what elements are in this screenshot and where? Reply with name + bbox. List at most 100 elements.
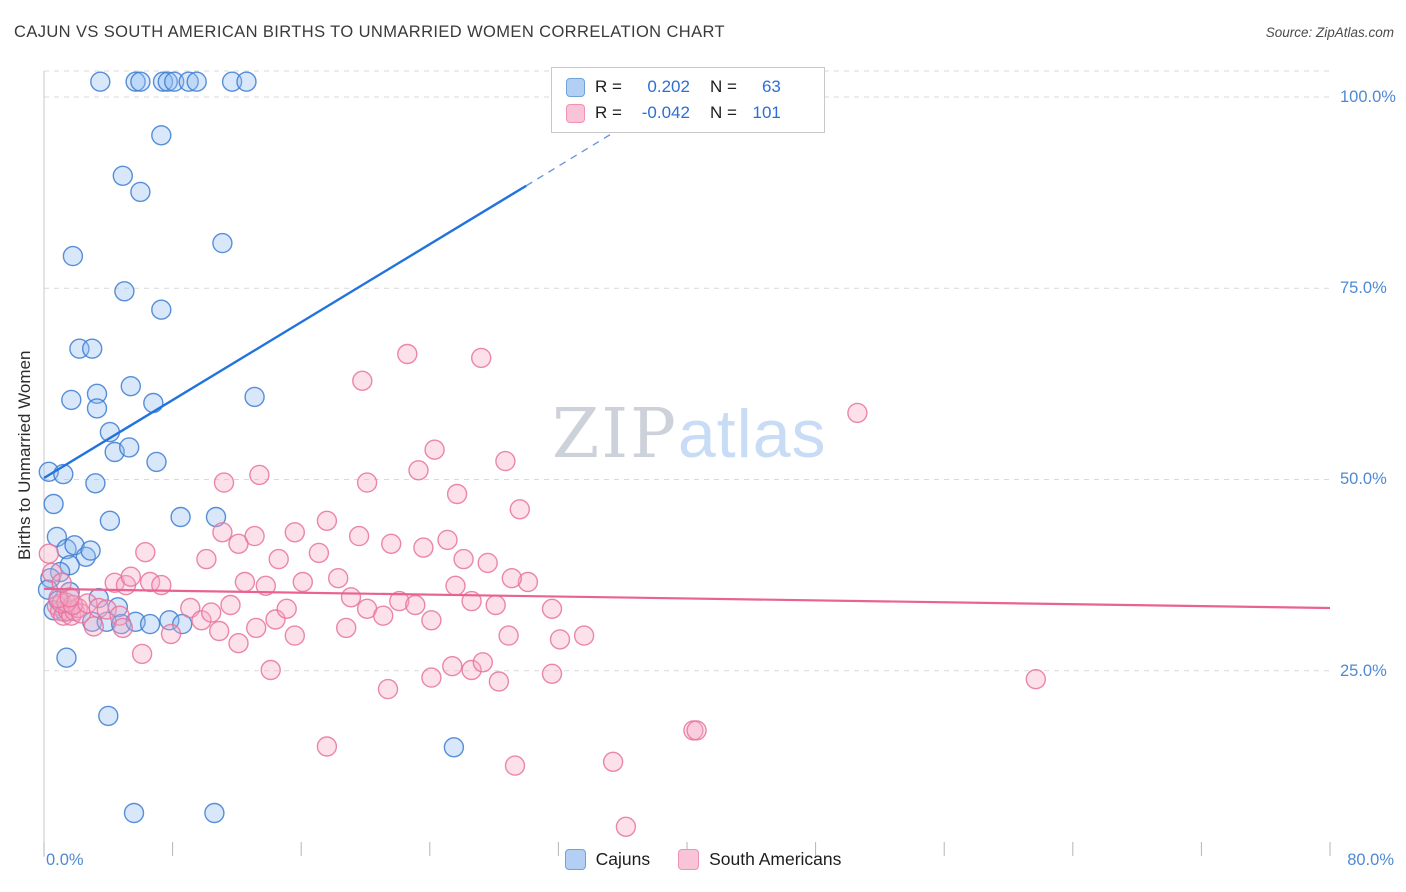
scatter-point — [77, 593, 98, 614]
scatter-point — [90, 71, 111, 92]
chart-title: CAJUN VS SOUTH AMERICAN BIRTHS TO UNMARR… — [14, 23, 726, 41]
scatter-point — [43, 493, 64, 515]
scatter-point — [308, 542, 330, 564]
scatter-point — [488, 671, 510, 692]
scatter-point — [249, 464, 270, 486]
scatter-point — [125, 71, 146, 92]
scatter-point — [461, 659, 482, 681]
scatter-point — [151, 299, 172, 320]
scatter-point — [405, 594, 426, 616]
scatter-point — [442, 656, 463, 677]
scatter-point — [81, 338, 103, 359]
scatter-point — [234, 571, 256, 593]
scatter-point — [498, 625, 519, 646]
scatter-point — [130, 181, 151, 203]
scatter-point — [356, 472, 378, 493]
scatter-point — [424, 439, 445, 460]
scatter-point — [471, 347, 492, 369]
y-tick-100: 100.0% — [1340, 88, 1396, 106]
scatter-point — [86, 383, 108, 404]
correlation-stats-box: R = 0.202 N = 63 R = -0.042 N = 101 — [551, 67, 825, 133]
scatter-point — [85, 473, 106, 494]
scatter-point — [847, 402, 868, 424]
scatter-point — [99, 510, 121, 531]
y-tick-75: 75.0% — [1340, 279, 1387, 297]
r-value: -0.042 — [641, 103, 690, 122]
scatter-point — [352, 370, 373, 391]
scatter-point — [615, 816, 637, 837]
scatter-layer-south-americans — [38, 343, 1047, 837]
scatter-point — [495, 450, 516, 472]
scatter-point — [120, 566, 142, 587]
scatter-point — [208, 620, 230, 642]
scatter-point — [381, 533, 402, 554]
scatter-point — [446, 483, 468, 505]
r-label: R = — [595, 103, 622, 122]
scatter-point — [151, 125, 172, 146]
scatter-point — [377, 678, 399, 700]
scatter-point — [178, 71, 199, 92]
scatter-point — [135, 542, 156, 563]
watermark: ZIPatlas — [552, 400, 827, 469]
scatter-point — [244, 525, 265, 547]
scatter-point — [260, 659, 281, 681]
scatter-point — [340, 587, 362, 608]
scatter-point — [157, 71, 179, 92]
scatter-point — [152, 71, 174, 92]
scatter-layer-cajuns — [37, 71, 465, 824]
scatter-point — [421, 610, 442, 631]
scatter-point — [205, 506, 227, 528]
scatter-point — [204, 802, 225, 824]
scatter-point — [212, 232, 233, 254]
scatter-point — [517, 571, 539, 593]
scatter-point — [143, 392, 164, 414]
scatter-point — [112, 617, 134, 639]
stats-row-south-americans: R = -0.042 N = 101 — [566, 103, 812, 123]
scatter-point — [437, 529, 458, 551]
scatter-point — [49, 561, 71, 583]
scatter-point — [397, 343, 418, 365]
scatter-point — [51, 572, 72, 593]
scatter-point — [573, 625, 595, 646]
scatter-point — [408, 460, 429, 481]
r-label: R = — [595, 77, 622, 96]
scatter-point — [265, 609, 286, 630]
cajuns-swatch-icon — [566, 77, 585, 97]
n-label: N = — [709, 77, 737, 96]
scatter-point — [236, 71, 257, 92]
x-axis-max-label: 80.0% — [1347, 851, 1394, 869]
scatter-point — [336, 617, 357, 639]
scatter-point — [186, 71, 207, 92]
n-value: 101 — [752, 103, 781, 122]
x-axis-min-label: 0.0% — [46, 851, 84, 869]
trend-line-south-americans — [43, 587, 1331, 610]
scatter-point — [541, 598, 563, 619]
scatter-point — [38, 543, 59, 564]
scatter-point — [485, 594, 506, 616]
scatter-point — [316, 736, 338, 757]
scatter-point — [200, 602, 222, 623]
scatter-point — [421, 667, 442, 688]
y-tick-50: 50.0% — [1340, 470, 1387, 488]
scatter-point — [61, 389, 82, 411]
scatter-point — [328, 568, 349, 589]
scatter-point — [445, 575, 466, 596]
scatter-point — [118, 437, 140, 458]
scatter-point — [477, 552, 498, 574]
scatter-point — [109, 605, 130, 626]
scatter-point — [120, 376, 142, 397]
scatter-point — [86, 398, 108, 419]
scatter-point — [88, 597, 109, 619]
n-label: N = — [709, 103, 737, 122]
y-axis-title: Births to Unmarried Women — [15, 350, 34, 560]
watermark-atlas: atlas — [677, 396, 827, 472]
scatter-point — [276, 598, 297, 619]
scatter-point — [139, 613, 161, 635]
legend-south-americans-label: South Americans — [709, 849, 842, 869]
scatter-point — [246, 617, 267, 639]
scatter-point — [98, 705, 119, 727]
scatter-point — [62, 245, 84, 267]
scatter-point — [348, 525, 370, 547]
scatter-point — [472, 652, 493, 673]
